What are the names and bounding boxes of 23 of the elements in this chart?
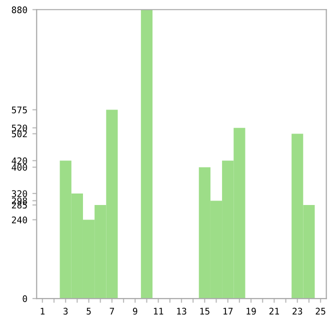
y-tick-label: 502	[12, 130, 27, 138]
x-tick-label: 13	[177, 308, 186, 315]
x-tick-label: 25	[316, 308, 326, 315]
x-tick-label: 15	[200, 308, 210, 315]
y-tick-label: 420	[12, 157, 28, 164]
x-tick-label: 5	[86, 308, 91, 315]
x-tick-label: 1	[40, 308, 45, 314]
x-tick-label: 3	[63, 308, 68, 315]
x-tick-label: 11	[154, 308, 164, 314]
x-tick-label: 19	[246, 308, 256, 315]
y-tick-label: 400	[12, 164, 28, 171]
x-tick-label: 7	[110, 308, 114, 314]
x-tick-label: 23	[292, 308, 302, 315]
x-tick-label: 9	[132, 308, 138, 315]
y-tick-label: 880	[12, 6, 28, 14]
y-tick-label: 320	[12, 190, 28, 198]
y-tick-label: 520	[12, 124, 28, 132]
y-tick-label: 240	[12, 216, 28, 224]
x-tick-label: 17	[223, 308, 233, 314]
y-tick-label: 575	[12, 106, 27, 114]
y-tick-label: 0	[22, 295, 28, 302]
x-tick-label: 21	[269, 308, 280, 314]
bar	[140, 10, 153, 299]
